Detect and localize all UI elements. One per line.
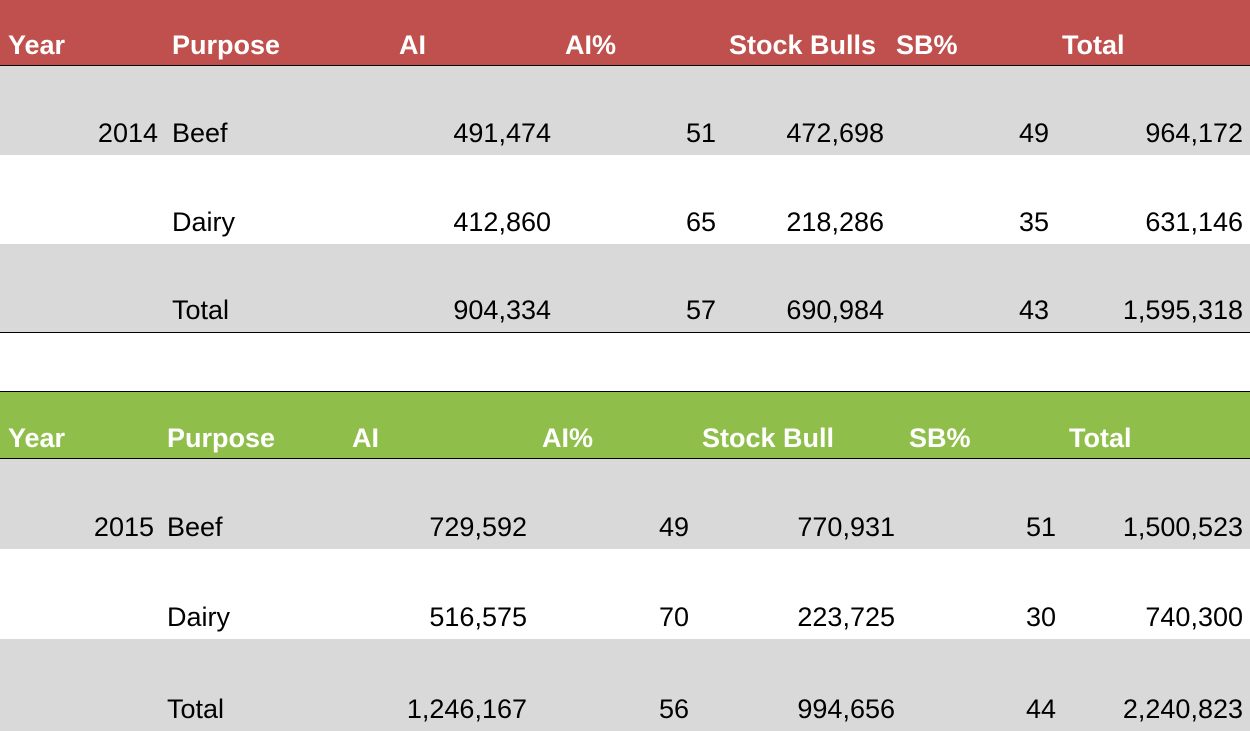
table-header-row: Year Purpose AI AI% Stock Bull SB% Total xyxy=(0,391,1250,459)
cell-ai-percent: 51 xyxy=(685,118,716,148)
cell-stock-bull: 770,931 xyxy=(797,512,895,542)
cell-total: 740,300 xyxy=(1145,602,1243,632)
cell-stock-bull: 994,656 xyxy=(797,694,895,724)
header-year: Year xyxy=(8,30,66,60)
header-purpose: Purpose xyxy=(172,30,281,60)
cell-ai: 516,575 xyxy=(429,602,527,632)
cell-ai: 904,334 xyxy=(453,295,551,325)
table-row: 2015 Beef 729,592 49 770,931 51 1,500,52… xyxy=(0,459,1250,549)
cell-purpose: Dairy xyxy=(167,602,231,632)
cell-total: 631,146 xyxy=(1145,207,1243,237)
cell-stock-bull: 223,725 xyxy=(797,602,895,632)
table-row-total: Total 1,246,167 56 994,656 44 2,240,823 xyxy=(0,639,1250,731)
cell-stock-bulls: 472,698 xyxy=(786,118,884,148)
header-purpose: Purpose xyxy=(167,423,276,453)
table-row: 2014 Beef 491,474 51 472,698 49 964,172 xyxy=(0,66,1250,155)
cell-ai: 1,246,167 xyxy=(406,694,527,724)
header-ai: AI xyxy=(399,30,426,60)
cell-ai-percent: 57 xyxy=(685,295,716,325)
cell-purpose: Dairy xyxy=(172,207,236,237)
cell-year: 2015 xyxy=(93,512,154,542)
cell-year: 2014 xyxy=(97,118,158,148)
header-total: Total xyxy=(1069,423,1132,453)
cell-sb-percent: 51 xyxy=(1025,512,1056,542)
cell-stock-bulls: 218,286 xyxy=(786,207,884,237)
cell-ai-percent: 49 xyxy=(658,512,689,542)
cell-sb-percent: 35 xyxy=(1018,207,1049,237)
header-sb-percent: SB% xyxy=(896,30,958,60)
header-ai: AI xyxy=(352,423,379,453)
cell-stock-bulls: 690,984 xyxy=(786,295,884,325)
header-year: Year xyxy=(8,423,66,453)
cell-purpose: Total xyxy=(172,295,230,325)
header-total: Total xyxy=(1062,30,1125,60)
cell-purpose: Total xyxy=(167,694,225,724)
cell-ai: 491,474 xyxy=(453,118,551,148)
header-stock-bulls: Stock Bulls xyxy=(729,30,877,60)
table-row-total: Total 904,334 57 690,984 43 1,595,318 xyxy=(0,244,1250,333)
cell-total: 964,172 xyxy=(1145,118,1243,148)
cell-purpose: Beef xyxy=(172,118,228,148)
cell-ai-percent: 65 xyxy=(685,207,716,237)
table-2015: Year Purpose AI AI% Stock Bull SB% Total… xyxy=(0,391,1250,731)
cell-total: 1,500,523 xyxy=(1122,512,1243,542)
cell-ai-percent: 70 xyxy=(658,602,689,632)
table-header-row: Year Purpose AI AI% Stock Bulls SB% Tota… xyxy=(0,0,1250,66)
cell-sb-percent: 43 xyxy=(1018,295,1049,325)
cell-sb-percent: 49 xyxy=(1018,118,1049,148)
table-row: Dairy 516,575 70 223,725 30 740,300 xyxy=(0,549,1250,639)
header-ai-percent: AI% xyxy=(542,423,594,453)
header-sb-percent: SB% xyxy=(909,423,971,453)
header-stock-bull: Stock Bull xyxy=(702,423,835,453)
cell-ai-percent: 56 xyxy=(658,694,689,724)
cell-sb-percent: 30 xyxy=(1025,602,1056,632)
cell-total: 2,240,823 xyxy=(1122,694,1243,724)
table-2014: Year Purpose AI AI% Stock Bulls SB% Tota… xyxy=(0,0,1250,333)
cell-total: 1,595,318 xyxy=(1122,295,1243,325)
cell-ai: 729,592 xyxy=(429,512,527,542)
table-row: Dairy 412,860 65 218,286 35 631,146 xyxy=(0,155,1250,244)
cell-purpose: Beef xyxy=(167,512,223,542)
cell-ai: 412,860 xyxy=(453,207,551,237)
header-ai-percent: AI% xyxy=(565,30,617,60)
cell-sb-percent: 44 xyxy=(1025,694,1056,724)
